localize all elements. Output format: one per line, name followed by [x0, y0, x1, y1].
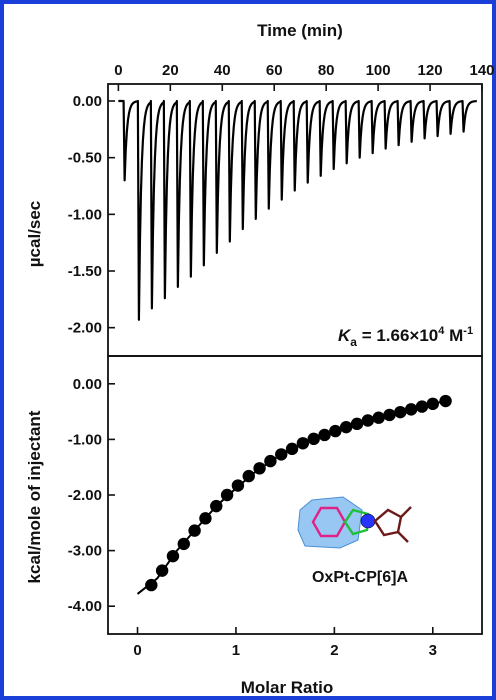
- top-x-tick-label: 120: [418, 62, 443, 79]
- bottom-y-tick-label: 0.00: [73, 376, 102, 393]
- bottom-plot-area: [107, 355, 483, 635]
- data-point: [188, 524, 201, 537]
- bottom-y-tick-label: -3.00: [68, 543, 102, 560]
- data-point: [177, 537, 190, 551]
- data-point: [372, 411, 385, 424]
- data-point: [361, 414, 375, 427]
- top-x-tick-label: 100: [366, 62, 391, 79]
- data-point: [318, 428, 331, 442]
- bottom-panel: 0 1 2 3 0.00 -1.00 -2.00 -3.00 -4.00 Molar Rati…: [25, 376, 452, 697]
- data-point: [439, 394, 452, 408]
- bottom-y-tick-label: -2.00: [68, 487, 102, 504]
- inset-compound-label: OxPt-CP[6]A: [312, 569, 408, 586]
- ka-value: = 1.66×10: [357, 326, 438, 345]
- data-point: [253, 462, 266, 475]
- bottom-x-tick-label: 2: [330, 642, 338, 659]
- bottom-x-ticks: 0 1 2 3: [133, 627, 437, 659]
- data-point: [404, 403, 418, 416]
- top-x-tick-label: 0: [114, 62, 122, 79]
- top-y-tick-label: -2.00: [68, 320, 102, 337]
- svg-text:Ka = 1.66×104 M-1: Ka = 1.66×104 M-1: [338, 325, 473, 349]
- top-x-tick-label: 80: [318, 62, 335, 79]
- bottom-x-tick-label: 0: [133, 642, 141, 659]
- top-x-ticks: 0 20 40 60 80 100 120 140: [114, 62, 495, 91]
- ka-exponent: 4: [438, 325, 445, 337]
- top-y-tick-label: -0.50: [68, 150, 102, 167]
- data-point: [275, 448, 288, 461]
- top-panel: Time (min) 0 20 40 60 80 100 120 140 0.00 -0.50 -…: [25, 21, 495, 349]
- bottom-y-axis-title: kcal/mole of injectant: [25, 410, 44, 583]
- top-y-tick-label: -1.00: [68, 206, 102, 223]
- ka-subscript: a: [350, 335, 357, 349]
- methyl-bond-1: [400, 506, 412, 518]
- data-point: [220, 488, 234, 502]
- data-point: [145, 578, 158, 592]
- bottom-y-tick-label: -1.00: [68, 431, 102, 448]
- data-point: [415, 400, 429, 413]
- data-point: [166, 549, 180, 563]
- top-x-tick-label: 20: [162, 62, 179, 79]
- top-x-tick-label: 60: [266, 62, 283, 79]
- binding-isotherm-points: [145, 394, 452, 592]
- data-point: [242, 469, 255, 483]
- ka-symbol: K: [338, 326, 352, 345]
- methyl-bond-2: [397, 531, 409, 543]
- data-point: [329, 424, 342, 438]
- thermogram-trace: [118, 99, 477, 321]
- platinum-atom: [360, 513, 376, 529]
- top-y-axis-title: µcal/sec: [25, 201, 44, 268]
- top-y-ticks: 0.00 -0.50 -1.00 -1.50 -2.00: [68, 93, 115, 337]
- bottom-x-tick-label: 1: [232, 642, 240, 659]
- bottom-y-ticks: 0.00 -1.00 -2.00 -3.00 -4.00: [68, 376, 115, 615]
- data-point: [339, 420, 353, 434]
- data-point: [155, 564, 169, 577]
- top-y-tick-label: -1.50: [68, 263, 102, 280]
- ka-unit: M: [444, 326, 463, 345]
- data-point: [394, 405, 407, 419]
- top-x-tick-label: 40: [214, 62, 231, 79]
- bottom-y-tick-label: -4.00: [68, 598, 102, 615]
- top-x-tick-label: 140: [469, 62, 494, 79]
- macrocycle-shape: [297, 496, 363, 549]
- top-y-tick-label: 0.00: [73, 93, 102, 110]
- data-point: [285, 442, 299, 456]
- bottom-x-tick-label: 3: [429, 642, 437, 659]
- data-point: [350, 417, 364, 431]
- data-point: [231, 479, 245, 492]
- data-point: [264, 454, 277, 468]
- data-point: [296, 437, 310, 450]
- oxaliplatin-ring: [373, 508, 403, 537]
- data-point: [199, 512, 212, 525]
- molecule-graphic: OxPt-CP[6]A: [297, 496, 412, 586]
- data-point: [210, 499, 223, 513]
- bottom-x-axis-title: Molar Ratio: [241, 678, 334, 697]
- data-point: [383, 408, 396, 422]
- fit-curve: [136, 399, 448, 595]
- data-point: [426, 397, 439, 411]
- ka-unit-exponent: -1: [463, 325, 473, 337]
- data-point: [307, 432, 320, 446]
- ka-annotation: Ka = 1.66×104 M-1: [338, 325, 473, 349]
- top-x-axis-title: Time (min): [257, 21, 343, 40]
